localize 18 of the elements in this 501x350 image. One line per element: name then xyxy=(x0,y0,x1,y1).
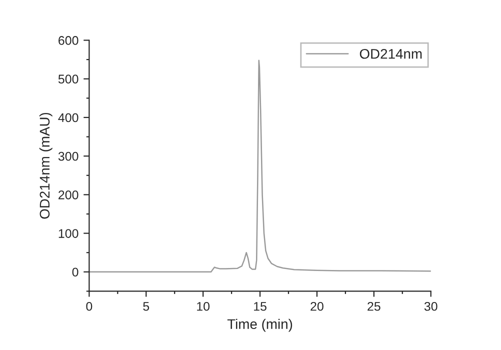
y-tick-label: 600 xyxy=(58,36,78,45)
legend-label: OD214nm xyxy=(360,48,422,59)
x-tick-label: 10 xyxy=(197,302,210,311)
x-tick-label: 5 xyxy=(143,302,150,311)
y-tick-label: 100 xyxy=(58,229,78,238)
x-tick-label: 0 xyxy=(86,302,92,311)
y-tick-label: 200 xyxy=(58,190,78,200)
x-axis-title: Time (min) xyxy=(227,318,292,332)
y-tick-label: 400 xyxy=(58,113,78,122)
y-tick-label: 0 xyxy=(72,268,78,277)
y-tick-label: 300 xyxy=(58,152,78,161)
x-tick-label: 20 xyxy=(310,302,324,311)
line-series xyxy=(89,60,431,273)
x-tick-label: 25 xyxy=(368,302,380,311)
y-axis-title: OD214nm (mAU) xyxy=(39,112,52,219)
x-tick-label: 15 xyxy=(254,302,266,311)
y-tick-label: 500 xyxy=(58,74,78,84)
x-tick-label: 30 xyxy=(424,302,438,311)
